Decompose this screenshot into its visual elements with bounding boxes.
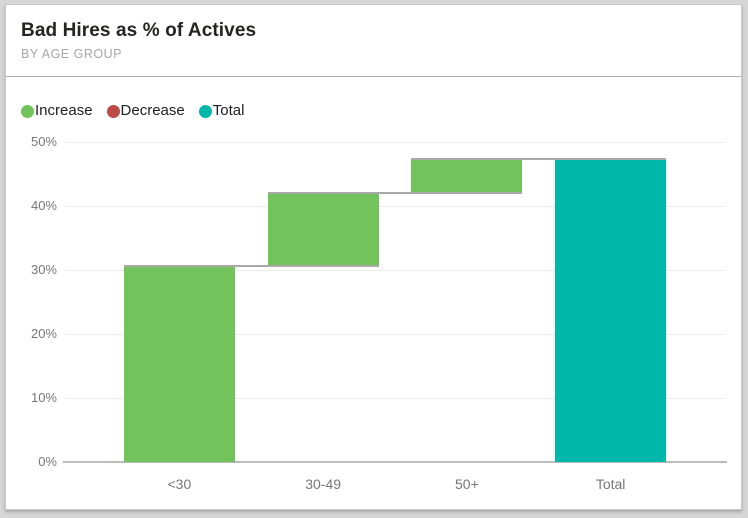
waterfall-bar[interactable]: [411, 158, 523, 194]
y-axis-label: 50%: [30, 134, 57, 149]
gridline: [65, 141, 726, 143]
connector-line: [123, 265, 379, 268]
legend-label-total: Total: [212, 102, 245, 119]
y-axis-label: 40%: [30, 198, 57, 213]
x-axis-label: Total: [595, 476, 626, 492]
connector-line: [267, 192, 523, 195]
gridline: [65, 205, 726, 207]
chart-subtitle: BY AGE GROUP: [21, 47, 122, 61]
x-axis-label: 50+: [455, 476, 479, 492]
gridline: [65, 269, 726, 271]
connector-line: [411, 157, 667, 160]
y-axis-label: 30%: [30, 262, 57, 277]
waterfall-bar[interactable]: [555, 158, 667, 462]
waterfall-bar[interactable]: [123, 266, 235, 462]
legend-item-total[interactable]: Total: [198, 102, 245, 120]
y-axis-label: 20%: [30, 326, 57, 341]
x-axis-label: 30-49: [305, 476, 342, 492]
visual-header: Bad Hires as % of Actives BY AGE GROUP: [21, 19, 256, 61]
x-axis-line: [63, 461, 727, 463]
legend-item-decrease[interactable]: Decrease: [106, 102, 185, 120]
waterfall-bar[interactable]: [267, 193, 379, 267]
gridline: [65, 397, 726, 399]
legend-label-decrease: Decrease: [120, 102, 185, 119]
legend: Increase Decrease Total: [21, 101, 244, 121]
total-dot-icon: [198, 104, 212, 118]
visual-card: Bad Hires as % of Actives BY AGE GROUP I…: [5, 4, 742, 510]
decrease-dot-icon: [106, 104, 120, 118]
legend-label-increase: Increase: [35, 102, 93, 119]
gridline: [65, 333, 726, 335]
legend-item-increase[interactable]: Increase: [21, 102, 93, 120]
y-axis-label: 0%: [38, 454, 57, 469]
chart-title: Bad Hires as % of Actives: [21, 20, 257, 41]
y-axis-label: 10%: [30, 390, 57, 405]
x-axis-label: <30: [167, 476, 192, 492]
waterfall-chart: 0% 10% 20% 30% 40% 50% <30 30-49 50+ Total: [6, 5, 741, 509]
increase-dot-icon: [21, 104, 34, 118]
header-divider: [6, 76, 741, 77]
